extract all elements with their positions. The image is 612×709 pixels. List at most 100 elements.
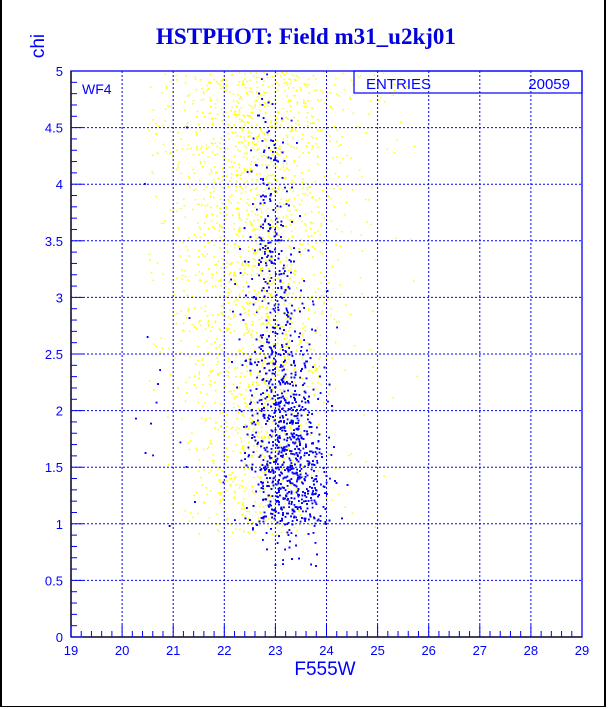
data-point-yellow <box>241 480 244 482</box>
data-point-yellow <box>270 219 272 221</box>
data-point-yellow <box>256 91 258 93</box>
data-point-yellow <box>271 209 274 211</box>
data-point-yellow <box>216 373 219 375</box>
data-point-yellow <box>197 401 200 403</box>
data-point-yellow <box>228 273 230 276</box>
data-point-yellow <box>262 322 264 324</box>
data-point-yellow <box>215 422 217 424</box>
data-point-yellow <box>195 133 198 136</box>
data-point-yellow <box>259 306 261 309</box>
data-point-yellow <box>275 226 278 228</box>
data-point-yellow <box>276 72 279 75</box>
data-point-yellow <box>286 500 288 503</box>
data-point-yellow <box>251 178 254 181</box>
data-point-yellow <box>215 523 218 526</box>
data-point-yellow <box>214 107 217 109</box>
data-point-yellow <box>225 447 227 449</box>
data-point-yellow <box>271 282 273 285</box>
data-point-yellow <box>262 369 265 371</box>
data-point-yellow <box>275 165 277 167</box>
data-point-yellow <box>262 440 265 442</box>
data-point-yellow <box>324 412 327 414</box>
data-point-yellow <box>251 486 253 488</box>
data-point-yellow <box>374 258 377 261</box>
data-point-yellow <box>239 268 241 270</box>
data-point-yellow <box>333 205 336 208</box>
data-point-yellow <box>270 174 272 177</box>
data-point-yellow <box>256 194 258 196</box>
data-point-yellow <box>399 121 402 123</box>
data-point-yellow <box>282 464 285 466</box>
data-point-yellow <box>200 147 202 150</box>
data-point-yellow <box>263 102 265 104</box>
data-point-yellow <box>323 301 325 303</box>
data-point-yellow <box>259 173 261 175</box>
data-point-yellow <box>198 371 201 373</box>
data-point-yellow <box>330 198 332 200</box>
data-point-yellow <box>202 448 205 451</box>
data-point-yellow <box>192 100 195 102</box>
data-point-yellow <box>265 103 267 105</box>
data-point-yellow <box>210 195 212 198</box>
data-point-yellow <box>271 257 273 259</box>
data-point-yellow <box>274 72 277 75</box>
data-point-yellow <box>196 110 199 112</box>
data-point-yellow <box>299 424 301 426</box>
data-point-yellow <box>243 530 245 533</box>
data-point-yellow <box>213 196 215 199</box>
data-point-yellow <box>336 228 338 231</box>
data-point-yellow <box>202 383 204 386</box>
data-point-yellow <box>276 524 278 526</box>
data-point-yellow <box>320 383 323 386</box>
data-point-yellow <box>292 138 294 140</box>
data-point-yellow <box>279 202 281 204</box>
data-point-yellow <box>251 324 253 326</box>
data-point-yellow <box>172 209 175 211</box>
data-point-yellow <box>258 148 260 150</box>
data-point-yellow <box>247 122 250 124</box>
data-point-yellow <box>258 525 261 527</box>
data-point-yellow <box>192 189 195 192</box>
data-point-yellow <box>186 95 189 97</box>
data-point-yellow <box>312 477 314 480</box>
data-point-yellow <box>264 470 266 473</box>
data-point-yellow <box>264 337 267 339</box>
data-point-yellow <box>152 172 154 175</box>
data-point-yellow <box>262 84 264 86</box>
data-point-yellow <box>248 90 251 93</box>
data-point-yellow <box>243 375 246 378</box>
data-point-yellow <box>224 447 226 449</box>
data-point-yellow <box>204 328 207 330</box>
data-point-yellow <box>288 292 291 295</box>
data-point-yellow <box>413 280 415 282</box>
data-point-yellow <box>284 225 287 227</box>
data-point-yellow <box>267 157 269 160</box>
data-point-yellow <box>266 208 269 210</box>
data-point-yellow <box>357 126 359 128</box>
data-point-yellow <box>364 461 367 463</box>
data-point-yellow <box>272 498 275 500</box>
data-point-yellow <box>153 343 155 345</box>
data-point-yellow <box>267 268 270 270</box>
data-point-yellow <box>234 246 236 249</box>
data-point-yellow <box>267 384 269 387</box>
data-point-yellow <box>236 106 238 108</box>
data-point-yellow <box>210 142 213 145</box>
data-point-yellow <box>275 209 277 211</box>
data-point-yellow <box>215 171 218 174</box>
data-point-yellow <box>207 227 210 230</box>
data-point-yellow <box>231 194 233 196</box>
data-point-yellow <box>202 112 204 114</box>
data-point-yellow <box>270 238 272 240</box>
data-point-yellow <box>228 390 231 393</box>
data-point-yellow <box>262 506 265 508</box>
data-point-yellow <box>222 230 224 233</box>
data-point-yellow <box>259 269 262 271</box>
data-point-yellow <box>334 388 337 390</box>
data-point-yellow <box>226 413 228 416</box>
data-point-yellow <box>277 227 280 229</box>
data-point-yellow <box>275 180 277 182</box>
data-point-yellow <box>253 253 255 255</box>
data-point-yellow <box>263 488 266 490</box>
data-point-yellow <box>277 111 279 114</box>
